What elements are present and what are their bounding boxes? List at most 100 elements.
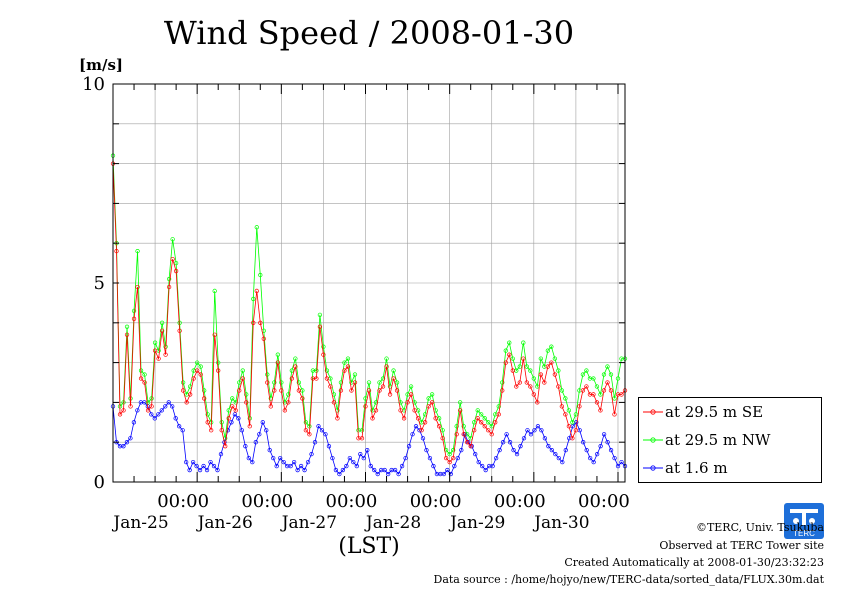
data-point	[528, 384, 533, 389]
data-point	[216, 360, 221, 365]
data-point	[286, 400, 291, 405]
data-point	[149, 404, 154, 409]
data-point	[559, 388, 565, 393]
data-point	[208, 459, 213, 465]
data-point	[300, 396, 305, 401]
data-point	[445, 467, 450, 473]
data-point	[240, 376, 245, 381]
data-point	[198, 364, 203, 369]
data-point	[429, 400, 435, 405]
x-date-label: Jan-26	[196, 513, 253, 533]
data-point	[406, 444, 412, 449]
legend-label-nw: at 29.5 m NW	[665, 431, 771, 449]
data-point	[440, 436, 445, 441]
data-point	[497, 448, 502, 453]
data-point	[184, 400, 189, 405]
data-point	[246, 455, 251, 461]
data-point	[514, 451, 520, 457]
data-point	[209, 428, 214, 433]
data-point	[612, 396, 617, 401]
data-point	[230, 396, 235, 401]
data-point	[219, 428, 224, 433]
data-point	[258, 320, 263, 325]
data-point	[507, 340, 512, 345]
data-point	[170, 256, 175, 262]
data-point	[170, 237, 175, 242]
y-tick-label: 0	[94, 472, 105, 493]
series-0	[110, 161, 628, 465]
data-point	[244, 392, 249, 397]
data-point	[138, 376, 144, 381]
data-point	[216, 368, 221, 373]
data-point	[237, 380, 242, 385]
data-point	[345, 356, 351, 361]
data-point	[166, 400, 171, 405]
data-point	[197, 467, 203, 473]
data-point	[351, 459, 356, 465]
data-point	[230, 404, 235, 409]
data-point	[538, 372, 543, 377]
data-point	[243, 444, 248, 449]
data-point	[549, 448, 555, 453]
data-point	[472, 428, 477, 433]
data-point	[159, 328, 165, 333]
data-point	[312, 440, 318, 445]
data-point	[274, 463, 279, 469]
data-point	[271, 455, 276, 461]
data-point	[489, 424, 494, 429]
data-point	[542, 380, 547, 385]
data-point	[344, 463, 349, 469]
data-point	[180, 388, 186, 393]
data-point	[475, 416, 480, 421]
data-point	[483, 467, 488, 473]
credit-site: Observed at TERC Tower site	[659, 539, 824, 552]
data-point	[615, 376, 621, 381]
data-point	[352, 380, 358, 385]
data-point	[296, 388, 302, 393]
data-point	[472, 420, 477, 425]
data-point	[314, 376, 319, 381]
x-midnight-label: 00:00	[494, 491, 546, 512]
data-point	[275, 352, 280, 357]
data-point	[500, 380, 505, 385]
data-point	[560, 459, 565, 465]
data-point	[272, 380, 277, 385]
data-point	[584, 448, 589, 453]
data-point	[524, 364, 529, 369]
series-layer	[110, 153, 628, 477]
x-midnight-label: 00:00	[326, 491, 378, 512]
data-point	[251, 320, 256, 325]
data-point	[319, 428, 325, 433]
data-point	[215, 467, 220, 473]
data-point	[584, 384, 589, 389]
chart-grid	[113, 84, 625, 482]
data-point	[194, 463, 199, 469]
data-point	[496, 404, 501, 409]
data-point	[458, 400, 463, 405]
data-point	[426, 404, 431, 409]
data-point	[552, 356, 558, 361]
data-point	[422, 420, 428, 425]
data-point	[510, 356, 515, 361]
data-point	[398, 408, 403, 413]
data-point	[128, 436, 133, 441]
data-point	[476, 459, 481, 465]
data-point	[552, 372, 558, 377]
data-point	[549, 360, 554, 365]
data-point	[279, 388, 284, 393]
data-point	[410, 432, 415, 437]
data-point	[436, 424, 442, 429]
data-point	[152, 348, 158, 353]
data-point	[198, 372, 203, 377]
data-point	[447, 451, 452, 457]
series-line	[112, 155, 625, 455]
data-point	[205, 420, 210, 425]
data-point	[289, 368, 294, 373]
data-point	[326, 444, 332, 449]
data-point	[345, 364, 351, 369]
data-point	[594, 400, 600, 405]
data-point	[314, 368, 319, 373]
data-point	[386, 471, 391, 477]
data-point	[490, 463, 495, 469]
